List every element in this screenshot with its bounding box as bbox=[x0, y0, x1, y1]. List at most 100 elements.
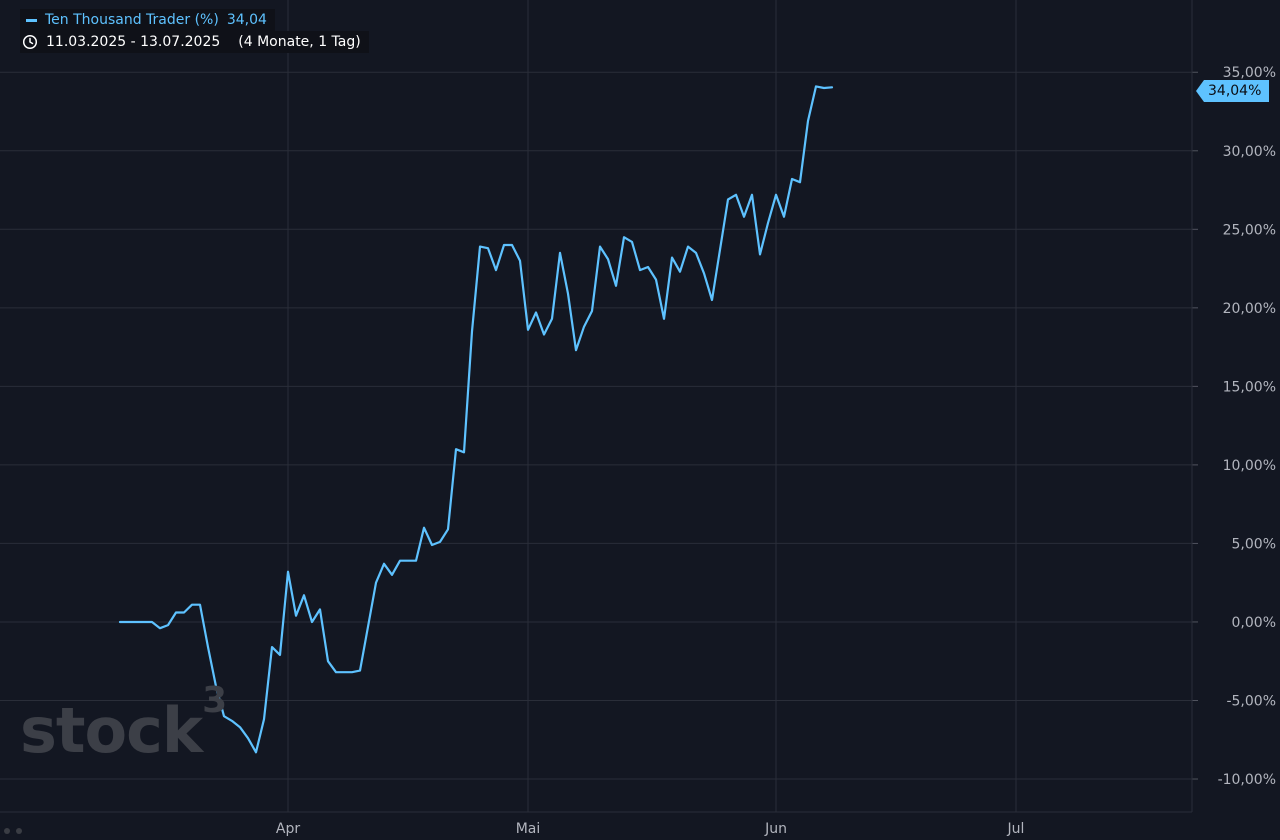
data-point bbox=[551, 318, 553, 320]
data-point bbox=[423, 527, 425, 529]
data-point bbox=[607, 258, 609, 260]
data-point bbox=[535, 311, 537, 314]
y-tick-label: -10,00% bbox=[1218, 772, 1276, 788]
data-point bbox=[623, 236, 625, 238]
data-point bbox=[143, 621, 145, 623]
data-point bbox=[599, 246, 601, 248]
y-tick-label: 10,00% bbox=[1223, 458, 1276, 474]
data-point bbox=[167, 624, 169, 626]
data-point bbox=[767, 222, 769, 224]
data-point bbox=[159, 627, 161, 629]
watermark-text: stock bbox=[20, 694, 203, 767]
data-point bbox=[415, 560, 417, 562]
data-point bbox=[231, 720, 233, 722]
data-point bbox=[831, 86, 833, 88]
data-point bbox=[215, 685, 217, 688]
clock-icon bbox=[22, 34, 38, 50]
legend-series-name: Ten Thousand Trader (%) bbox=[45, 12, 219, 28]
data-point bbox=[495, 269, 497, 271]
data-point bbox=[679, 271, 681, 273]
data-point bbox=[119, 621, 121, 623]
data-point bbox=[823, 87, 825, 89]
data-point bbox=[375, 582, 377, 584]
series-line bbox=[118, 85, 834, 754]
data-point bbox=[727, 198, 729, 201]
data-point bbox=[367, 626, 369, 628]
data-point bbox=[351, 671, 353, 673]
data-point bbox=[383, 563, 385, 565]
data-point bbox=[127, 621, 129, 623]
date-range: 11.03.2025 - 13.07.2025 bbox=[46, 34, 221, 50]
data-point bbox=[671, 257, 673, 259]
data-point bbox=[431, 544, 433, 546]
data-point bbox=[263, 718, 265, 720]
data-point bbox=[783, 216, 785, 218]
data-point bbox=[807, 120, 809, 122]
data-point bbox=[743, 216, 745, 218]
data-point bbox=[567, 293, 569, 295]
y-tick-label: 25,00% bbox=[1223, 222, 1276, 238]
data-point bbox=[583, 326, 585, 328]
data-point bbox=[815, 85, 817, 87]
last-value-price-tag: 34,04% bbox=[1196, 80, 1270, 102]
data-point bbox=[295, 615, 297, 617]
data-point bbox=[663, 318, 665, 320]
data-point bbox=[207, 646, 209, 648]
data-point bbox=[543, 333, 545, 336]
data-point bbox=[343, 671, 345, 673]
stock3-logo-watermark: stock3 bbox=[20, 683, 227, 762]
data-point bbox=[799, 181, 801, 183]
data-point bbox=[559, 252, 561, 254]
y-tick-label: 15,00% bbox=[1223, 379, 1276, 395]
data-point bbox=[183, 611, 185, 614]
data-point bbox=[519, 260, 521, 262]
data-point bbox=[255, 751, 257, 753]
grid bbox=[0, 0, 1192, 812]
data-point bbox=[655, 279, 657, 281]
corner-indicator bbox=[4, 828, 22, 834]
data-point bbox=[447, 528, 449, 530]
data-point bbox=[175, 611, 177, 614]
data-point bbox=[487, 247, 489, 249]
data-point bbox=[223, 715, 225, 717]
data-point bbox=[439, 541, 441, 543]
y-tick-label: 5,00% bbox=[1232, 536, 1276, 552]
y-tick-label: -5,00% bbox=[1226, 693, 1276, 709]
data-point bbox=[711, 299, 713, 301]
data-point bbox=[719, 249, 721, 251]
data-point bbox=[455, 448, 457, 450]
legend[interactable]: Ten Thousand Trader (%) 34,04 bbox=[20, 9, 275, 31]
data-point bbox=[303, 594, 305, 596]
data-point bbox=[463, 451, 465, 453]
data-point bbox=[647, 266, 649, 268]
data-point bbox=[271, 646, 273, 648]
y-tick-label: 35,00% bbox=[1223, 65, 1276, 81]
series bbox=[118, 85, 834, 754]
x-tick-label: Jun bbox=[764, 821, 787, 837]
data-point bbox=[511, 244, 513, 246]
data-point bbox=[327, 660, 329, 662]
data-point bbox=[151, 621, 153, 623]
data-point bbox=[759, 253, 761, 255]
data-point bbox=[279, 654, 281, 656]
data-point bbox=[359, 670, 361, 672]
data-point bbox=[631, 241, 633, 243]
data-point bbox=[615, 285, 617, 287]
data-point bbox=[471, 330, 473, 332]
x-tick-label: Mai bbox=[516, 821, 541, 837]
data-point bbox=[791, 178, 793, 180]
data-point bbox=[191, 604, 193, 606]
y-tick-label: 0,00% bbox=[1232, 615, 1276, 631]
legend-swatch bbox=[26, 18, 37, 22]
data-point bbox=[247, 737, 249, 739]
data-point bbox=[695, 252, 697, 254]
data-point bbox=[503, 244, 505, 246]
data-point bbox=[751, 194, 753, 196]
legend-last-value: 34,04 bbox=[226, 12, 267, 28]
data-point bbox=[287, 571, 289, 573]
date-range-duration: (4 Monate, 1 Tag) bbox=[238, 34, 361, 50]
x-tick-label: Jul bbox=[1007, 821, 1025, 837]
